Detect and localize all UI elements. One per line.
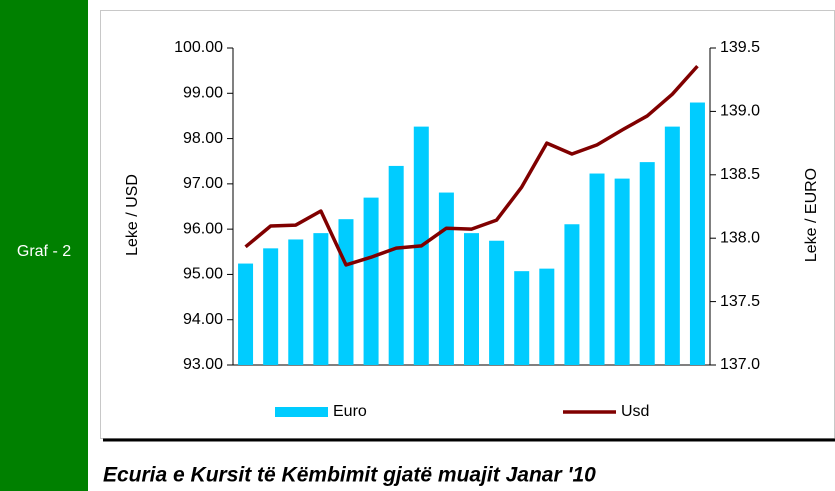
y-tick-label: 97.00 <box>183 175 223 192</box>
bar <box>689 102 705 366</box>
bar <box>664 126 680 365</box>
y2-tick-label: 138.5 <box>720 166 760 183</box>
bar <box>539 268 555 365</box>
bar <box>589 173 605 365</box>
y2-tick-label: 139.0 <box>720 103 760 120</box>
y-tick-label: 95.00 <box>183 266 223 283</box>
y-axis-label: Leke / USD <box>124 174 141 256</box>
y-tick-label: 94.00 <box>183 311 223 328</box>
y2-tick-label: 137.0 <box>720 356 760 373</box>
caption: Ecuria e Kursit të Këmbimit gjatë muajit… <box>103 464 596 487</box>
y2-axis-label: Leke / EURO <box>803 168 820 262</box>
legend-label: Usd <box>621 403 649 420</box>
sidebar-label: Graf - 2 <box>17 243 71 260</box>
y-tick-label: 100.00 <box>174 39 223 56</box>
y-tick-label: 99.00 <box>183 85 223 102</box>
y2-tick-label: 139.5 <box>720 39 760 56</box>
bar <box>263 248 279 365</box>
bar <box>564 224 580 365</box>
bar <box>489 240 505 365</box>
y-tick-label: 96.00 <box>183 220 223 237</box>
bar <box>363 197 379 365</box>
bar <box>338 219 354 365</box>
chart-frame <box>100 10 835 439</box>
y-tick-label: 98.00 <box>183 130 223 147</box>
y-tick-label: 93.00 <box>183 356 223 373</box>
legend-swatch <box>275 407 328 417</box>
bar <box>464 233 479 365</box>
bar <box>438 192 454 365</box>
bar <box>614 178 630 365</box>
bar <box>388 165 404 365</box>
line <box>244 64 699 267</box>
legend-label: Euro <box>333 403 367 420</box>
bar <box>238 263 254 365</box>
bar <box>639 162 655 365</box>
y2-tick-label: 138.0 <box>720 229 760 246</box>
bar <box>514 271 530 365</box>
y2-tick-label: 137.5 <box>720 293 760 310</box>
sidebar <box>0 0 88 491</box>
bar <box>288 239 304 365</box>
bar <box>313 233 329 365</box>
